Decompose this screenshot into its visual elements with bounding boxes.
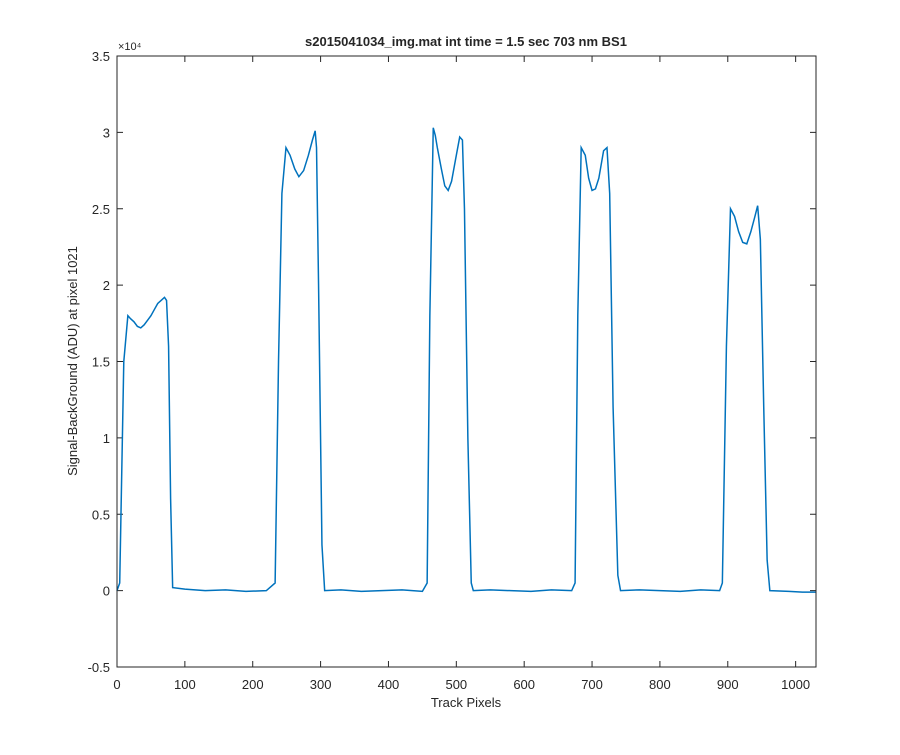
- x-tick-label: 1000: [781, 677, 810, 692]
- y-tick-label: 3: [103, 125, 110, 140]
- y-tick-label: -0.5: [88, 660, 110, 675]
- x-tick-label: 100: [174, 677, 196, 692]
- y-tick-label: 2: [103, 278, 110, 293]
- y-tick-label: 0: [103, 584, 110, 599]
- x-tick-label: 500: [445, 677, 467, 692]
- y-tick-label: 1: [103, 431, 110, 446]
- x-tick-label: 600: [513, 677, 535, 692]
- y-axis-label: Signal-BackGround (ADU) at pixel 1021: [65, 246, 80, 476]
- axes-box: [116, 55, 817, 668]
- x-tick-label: 800: [649, 677, 671, 692]
- y-multiplier: ×10⁴: [118, 41, 142, 53]
- data-line: [116, 127, 816, 593]
- x-tick-label: 0: [113, 677, 120, 692]
- x-tick-label: 700: [581, 677, 603, 692]
- y-tick-label: 3.5: [92, 49, 110, 64]
- x-tick-label: 400: [378, 677, 400, 692]
- x-tick-label: 200: [242, 677, 264, 692]
- y-tick-label: 2.5: [92, 202, 110, 217]
- x-tick-label: 300: [310, 677, 332, 692]
- x-tick-label: 900: [717, 677, 739, 692]
- y-tick-label: 1.5: [92, 355, 110, 370]
- x-axis-label: Track Pixels: [431, 695, 502, 710]
- chart-title: s2015041034_img.mat int time = 1.5 sec 7…: [305, 34, 627, 49]
- y-tick-label: 0.5: [92, 507, 110, 522]
